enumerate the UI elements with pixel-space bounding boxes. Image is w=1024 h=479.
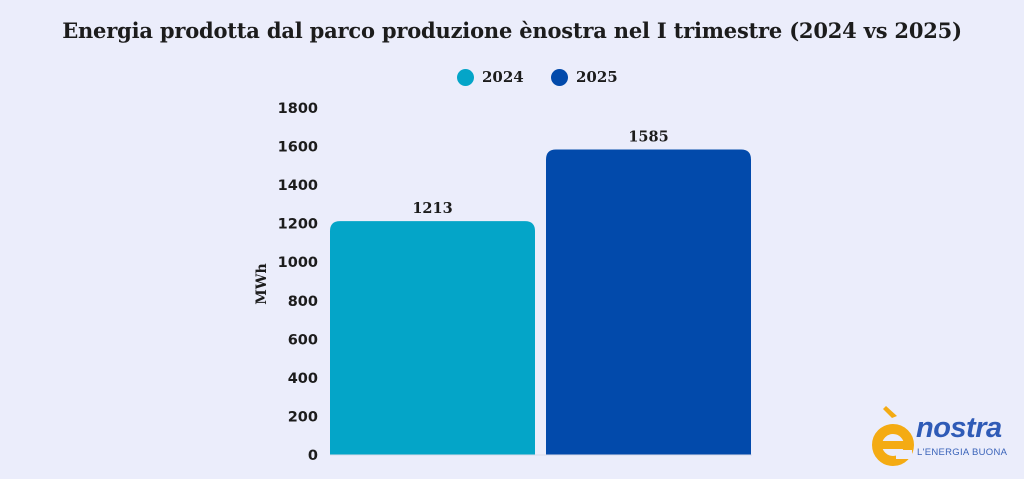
legend-swatch-2024: [457, 68, 474, 86]
y-tick-label: 1600: [278, 140, 318, 156]
y-tick-label: 400: [288, 371, 318, 387]
y-tick-label: 1800: [278, 101, 318, 117]
legend-swatch-2025: [551, 68, 568, 86]
chart-title: Energia prodotta dal parco produzione èn…: [62, 18, 962, 43]
y-axis-ticks: 0 200 400 600 800 1000 1200 1400 1600 1800: [278, 101, 318, 464]
bar-2025: [546, 149, 751, 456]
y-tick-label: 600: [288, 332, 318, 348]
y-axis-title: MWh: [254, 263, 270, 304]
data-label-2025: 1585: [628, 128, 668, 145]
legend-label-2025: 2025: [576, 68, 618, 86]
y-tick-label: 1000: [278, 255, 318, 271]
y-tick-label: 0: [308, 448, 318, 464]
legend-label-2024: 2024: [482, 68, 524, 86]
bars: 1213 1585: [330, 128, 751, 456]
legend-item-2025: 2025: [551, 68, 618, 86]
logo-tagline: L'ENERGIA BUONA: [917, 447, 1008, 458]
y-tick-label: 1400: [278, 178, 318, 194]
chart-legend: 2024 2025: [0, 68, 1024, 92]
y-tick-label: 200: [288, 409, 318, 425]
logo-wordmark: nostra: [916, 412, 1002, 444]
bar-2024: [330, 221, 535, 455]
y-tick-label: 1200: [278, 217, 318, 233]
y-tick-label: 800: [288, 294, 318, 310]
enostra-logo: nostra L'ENERGIA BUONA: [870, 404, 1015, 470]
data-label-2024: 1213: [412, 200, 452, 217]
logo-e-icon: [872, 406, 914, 466]
legend-item-2024: 2024: [457, 68, 524, 86]
